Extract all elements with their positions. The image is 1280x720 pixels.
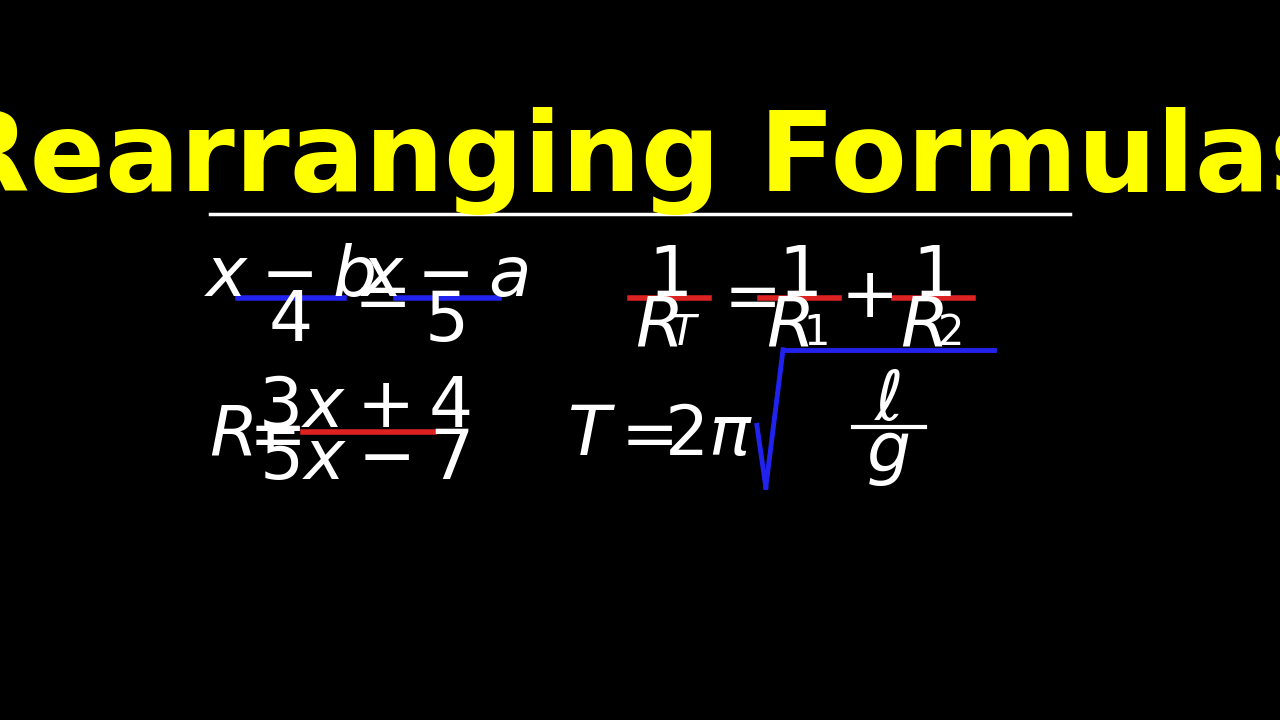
Text: $T$: $T$ bbox=[669, 312, 700, 354]
Text: $1$: $1$ bbox=[913, 244, 952, 311]
Text: $=$: $=$ bbox=[607, 402, 673, 469]
Text: $=$: $=$ bbox=[710, 265, 777, 331]
Text: $\ell$: $\ell$ bbox=[874, 368, 901, 435]
Text: $=$: $=$ bbox=[340, 265, 407, 331]
Text: $+$: $+$ bbox=[841, 265, 893, 331]
Text: $R$: $R$ bbox=[209, 402, 252, 469]
Text: Rearranging Formulas: Rearranging Formulas bbox=[0, 107, 1280, 215]
Text: $R$: $R$ bbox=[635, 294, 680, 361]
Text: $T$: $T$ bbox=[567, 402, 617, 469]
Text: $=$: $=$ bbox=[236, 402, 302, 469]
Text: $4$: $4$ bbox=[269, 289, 311, 356]
Text: $1$: $1$ bbox=[778, 244, 818, 311]
Text: $2\pi$: $2\pi$ bbox=[664, 402, 753, 469]
Text: $x - b$: $x - b$ bbox=[204, 244, 375, 311]
Text: $2$: $2$ bbox=[937, 312, 961, 354]
Text: $5$: $5$ bbox=[424, 289, 465, 356]
Text: $R$: $R$ bbox=[900, 294, 943, 361]
Text: $x - a$: $x - a$ bbox=[360, 244, 529, 311]
Text: $1$: $1$ bbox=[648, 244, 687, 311]
Text: $R$: $R$ bbox=[765, 294, 810, 361]
Text: $5x - 7$: $5x - 7$ bbox=[260, 426, 471, 493]
Text: $1$: $1$ bbox=[803, 312, 828, 354]
Text: $3x + 4$: $3x + 4$ bbox=[259, 374, 471, 441]
Text: $g$: $g$ bbox=[865, 421, 909, 488]
